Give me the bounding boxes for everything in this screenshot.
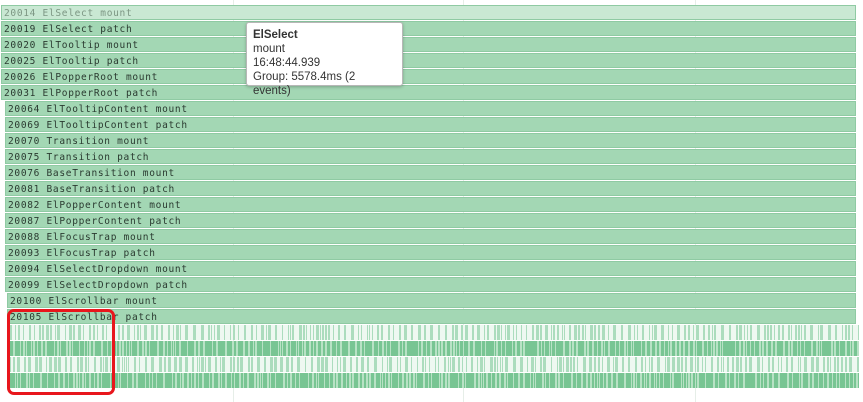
event-bar[interactable]: 20031 ElPopperRoot patch <box>1 85 856 100</box>
event-bar[interactable]: 20081 BaseTransition patch <box>5 181 856 196</box>
event-bar[interactable]: 20094 ElSelectDropdown mount <box>5 261 856 276</box>
event-bar[interactable]: 20099 ElSelectDropdown patch <box>5 277 856 292</box>
event-bar[interactable]: 20014 ElSelect mount <box>1 5 856 20</box>
event-bar[interactable]: 20088 ElFocusTrap mount <box>5 229 856 244</box>
event-tooltip: ElSelect mount 16:48:44.939 Group: 5578.… <box>246 22 403 97</box>
event-barcode-row[interactable] <box>10 357 859 372</box>
event-bar[interactable]: 20082 ElPopperContent mount <box>5 197 856 212</box>
event-bar[interactable]: 20019 ElSelect patch <box>1 21 856 36</box>
tooltip-group: Group: 5578.4ms (2 events) <box>253 71 356 97</box>
event-bar[interactable]: 20025 ElTooltip patch <box>1 53 856 68</box>
event-bar[interactable]: 20026 ElPopperRoot mount <box>1 69 856 84</box>
tooltip-title: ElSelect <box>253 29 298 41</box>
event-bar[interactable]: 20064 ElTooltipContent mount <box>5 101 856 116</box>
event-bar[interactable]: 20105 ElScrollbar patch <box>7 309 856 324</box>
event-bar[interactable]: 20076 BaseTransition mount <box>5 165 856 180</box>
event-bar[interactable]: 20069 ElTooltipContent patch <box>5 117 856 132</box>
event-bar[interactable]: 20100 ElScrollbar mount <box>7 293 856 308</box>
event-bar[interactable]: 20070 Transition mount <box>5 133 856 148</box>
tooltip-time: 16:48:44.939 <box>253 57 321 69</box>
event-bar[interactable]: 20020 ElTooltip mount <box>1 37 856 52</box>
event-bar[interactable]: 20087 ElPopperContent patch <box>5 213 856 228</box>
tooltip-event-type: mount <box>253 43 285 55</box>
event-bar[interactable]: 20075 Transition patch <box>5 149 856 164</box>
event-bar[interactable]: 20093 ElFocusTrap patch <box>5 245 856 260</box>
event-barcode-row[interactable] <box>10 325 859 340</box>
event-barcode-row[interactable] <box>10 373 859 388</box>
event-barcode-row[interactable] <box>10 341 859 356</box>
